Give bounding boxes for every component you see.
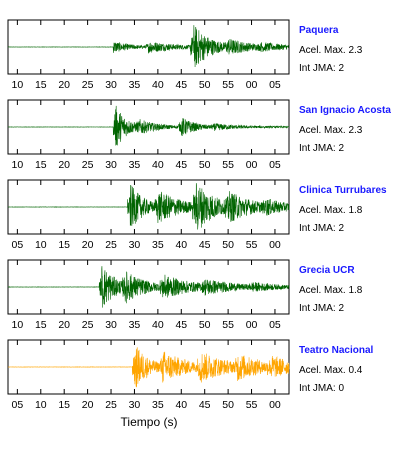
x-tick-label: 55 [222,319,234,331]
x-tick-label: 10 [35,239,47,251]
x-tick-label: 05 [12,239,24,251]
x-tick-label: 35 [129,319,141,331]
x-tick-label: 00 [269,239,281,251]
x-tick-label: 40 [152,319,164,331]
panel-4: 10 15 20 25 30 35 40 45 50 55 00 05 Grecia UCR Acel. … [7,259,363,331]
jma-intensity: Int JMA: 2 [299,63,344,74]
panel-3: 05 10 15 20 25 30 35 40 45 50 55 00 Clinica Turrubar… [7,179,387,251]
x-tick-label: 55 [246,239,258,251]
x-tick-label: 50 [222,239,234,251]
x-tick-label: 35 [152,399,164,411]
x-tick-label: 20 [58,159,70,171]
x-tick-label: 40 [152,159,164,171]
x-tick-label: 45 [175,319,187,331]
jma-intensity: Int JMA: 2 [299,223,344,234]
x-tick-label: 15 [35,319,47,331]
x-tick-label: 25 [105,239,117,251]
x-tick-label: 25 [82,79,94,91]
x-tick-label: 35 [152,239,164,251]
x-tick-label: 30 [105,319,117,331]
x-tick-label: 45 [175,79,187,91]
x-tick-label: 10 [12,79,24,91]
x-tick-label: 50 [199,319,211,331]
waveform-trace [7,347,290,388]
x-tick-label: 25 [82,159,94,171]
x-tick-label: 15 [58,239,70,251]
x-tick-label: 30 [105,79,117,91]
x-tick-label: 25 [105,399,117,411]
x-tick-label: 05 [12,399,24,411]
x-tick-label: 50 [199,79,211,91]
x-tick-label: 20 [82,239,94,251]
station-name: Clinica Turrubares [299,185,387,196]
x-tick-label: 15 [35,159,47,171]
x-tick-label: 30 [105,159,117,171]
x-tick-label: 35 [129,79,141,91]
x-tick-label: 05 [269,79,281,91]
x-tick-label: 15 [58,399,70,411]
x-tick-label: 20 [58,319,70,331]
x-tick-label: 20 [58,79,70,91]
panel-1: 10 15 20 25 30 35 40 45 50 55 00 05 Paquera Acel. Max… [7,19,363,91]
x-tick-label: 25 [82,319,94,331]
peak-acceleration: Acel. Max. 1.8 [299,205,363,216]
peak-acceleration: Acel. Max. 2.3 [299,45,363,56]
peak-acceleration: Acel. Max. 0.4 [299,365,363,376]
panel-5: 05 10 15 20 25 30 35 40 45 50 55 00 Teatro Nacional A… [7,339,373,411]
x-tick-label: 40 [175,399,187,411]
x-tick-label: 10 [35,399,47,411]
x-tick-label: 55 [222,79,234,91]
x-tick-label: 30 [129,239,141,251]
x-tick-label: 40 [152,79,164,91]
panel-2: 10 15 20 25 30 35 40 45 50 55 00 05 San Ignacio Acos… [7,99,391,171]
x-tick-label: 20 [82,399,94,411]
x-tick-label: 35 [129,159,141,171]
station-name: San Ignacio Acosta [299,105,391,116]
x-tick-label: 10 [12,319,24,331]
x-tick-label: 15 [35,79,47,91]
x-tick-label: 50 [199,159,211,171]
station-name: Paquera [299,25,339,36]
x-tick-label: 55 [246,399,258,411]
x-tick-label: 10 [12,159,24,171]
x-axis-title: Tiempo (s) [121,415,178,429]
x-tick-label: 05 [269,159,281,171]
jma-intensity: Int JMA: 2 [299,143,344,154]
x-tick-label: 00 [246,159,258,171]
jma-intensity: Int JMA: 2 [299,303,344,314]
x-tick-label: 00 [269,399,281,411]
station-name: Teatro Nacional [299,345,373,356]
waveform-trace [7,183,290,230]
peak-acceleration: Acel. Max. 2.3 [299,125,363,136]
waveform-trace [7,266,290,308]
jma-intensity: Int JMA: 0 [299,383,344,394]
x-tick-label: 50 [222,399,234,411]
waveform-trace [7,105,290,146]
station-name: Grecia UCR [299,265,355,276]
x-tick-label: 45 [199,399,211,411]
peak-acceleration: Acel. Max. 1.8 [299,285,363,296]
x-tick-label: 00 [246,319,258,331]
x-tick-label: 55 [222,159,234,171]
x-tick-label: 45 [199,239,211,251]
x-tick-label: 30 [129,399,141,411]
x-tick-label: 45 [175,159,187,171]
x-tick-label: 00 [246,79,258,91]
x-tick-label: 05 [269,319,281,331]
x-tick-label: 40 [175,239,187,251]
waveform-trace [7,25,290,68]
